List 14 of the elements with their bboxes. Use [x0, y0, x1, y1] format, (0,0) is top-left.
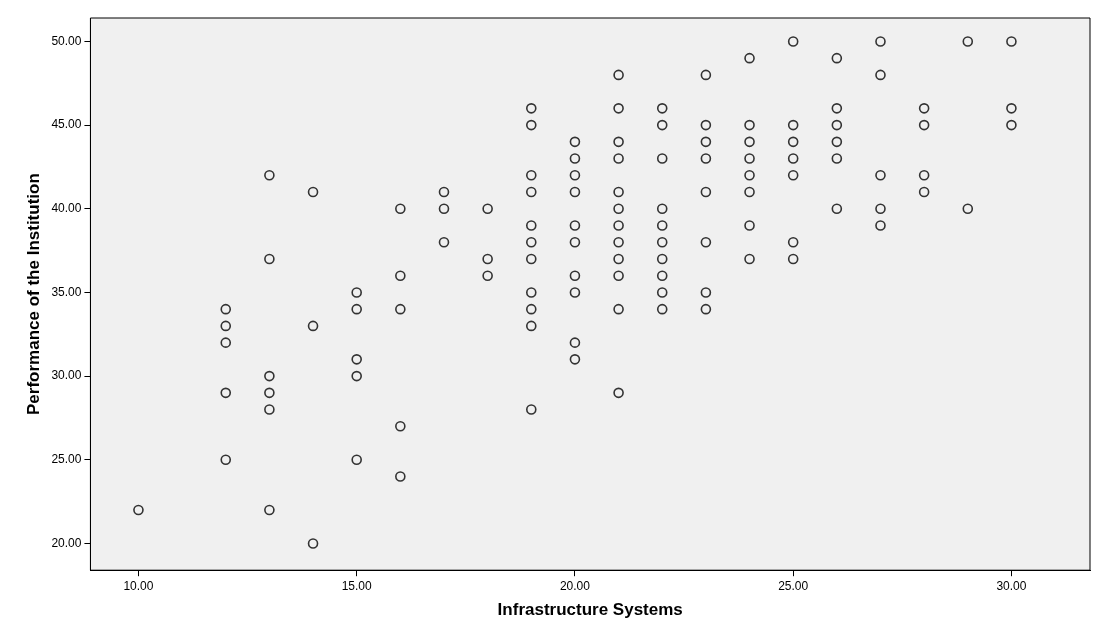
- y-tick-label: 45.00: [51, 117, 82, 132]
- y-tick-label: 40.00: [51, 201, 82, 216]
- x-tick-label: 10.00: [123, 578, 154, 593]
- y-tick-label: 25.00: [51, 452, 82, 467]
- x-tick-label: 15.00: [341, 578, 373, 593]
- y-tick-label: 35.00: [51, 284, 82, 299]
- y-tick-label: 20.00: [51, 535, 82, 550]
- x-tick-label: 25.00: [778, 578, 809, 593]
- y-tick-label: 30.00: [51, 368, 82, 383]
- y-tick-label: 50.00: [51, 33, 82, 48]
- x-tick-label: 30.00: [996, 578, 1027, 593]
- y-axis-title: Performance of the Institution: [23, 173, 43, 415]
- x-axis-title: Infrastructure Systems: [497, 600, 683, 620]
- x-tick-label: 20.00: [559, 578, 591, 593]
